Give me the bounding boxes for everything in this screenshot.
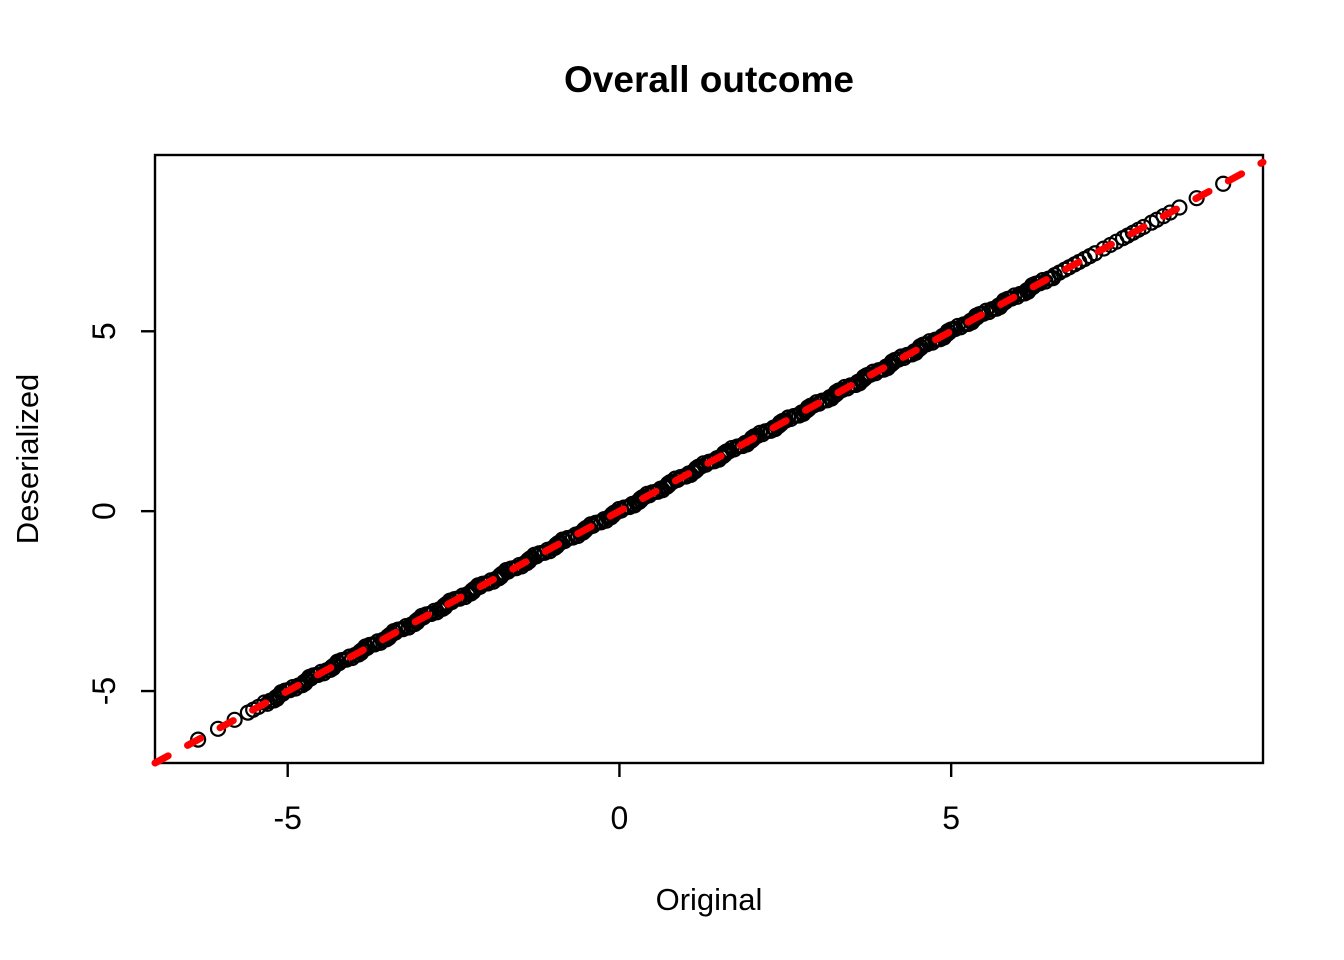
y-axis-title: Deserialized (10, 374, 45, 545)
y-tick-label: 5 (86, 322, 122, 340)
y-tick-label: 0 (86, 502, 122, 520)
identity-line (151, 158, 1267, 767)
y-tick-label: -5 (86, 677, 122, 705)
plot-box (153, 153, 1265, 765)
identity-line-layer (151, 158, 1267, 767)
x-tick-label: 5 (942, 800, 960, 836)
axis-ticks-layer: -5 0 5 -5 0 5 (86, 322, 960, 836)
x-tick-label: -5 (273, 800, 301, 836)
data-points-layer (190, 175, 1232, 748)
x-axis-title: Original (656, 882, 763, 917)
x-tick-label: 0 (611, 800, 629, 836)
chart-title: Overall outcome (564, 59, 854, 100)
